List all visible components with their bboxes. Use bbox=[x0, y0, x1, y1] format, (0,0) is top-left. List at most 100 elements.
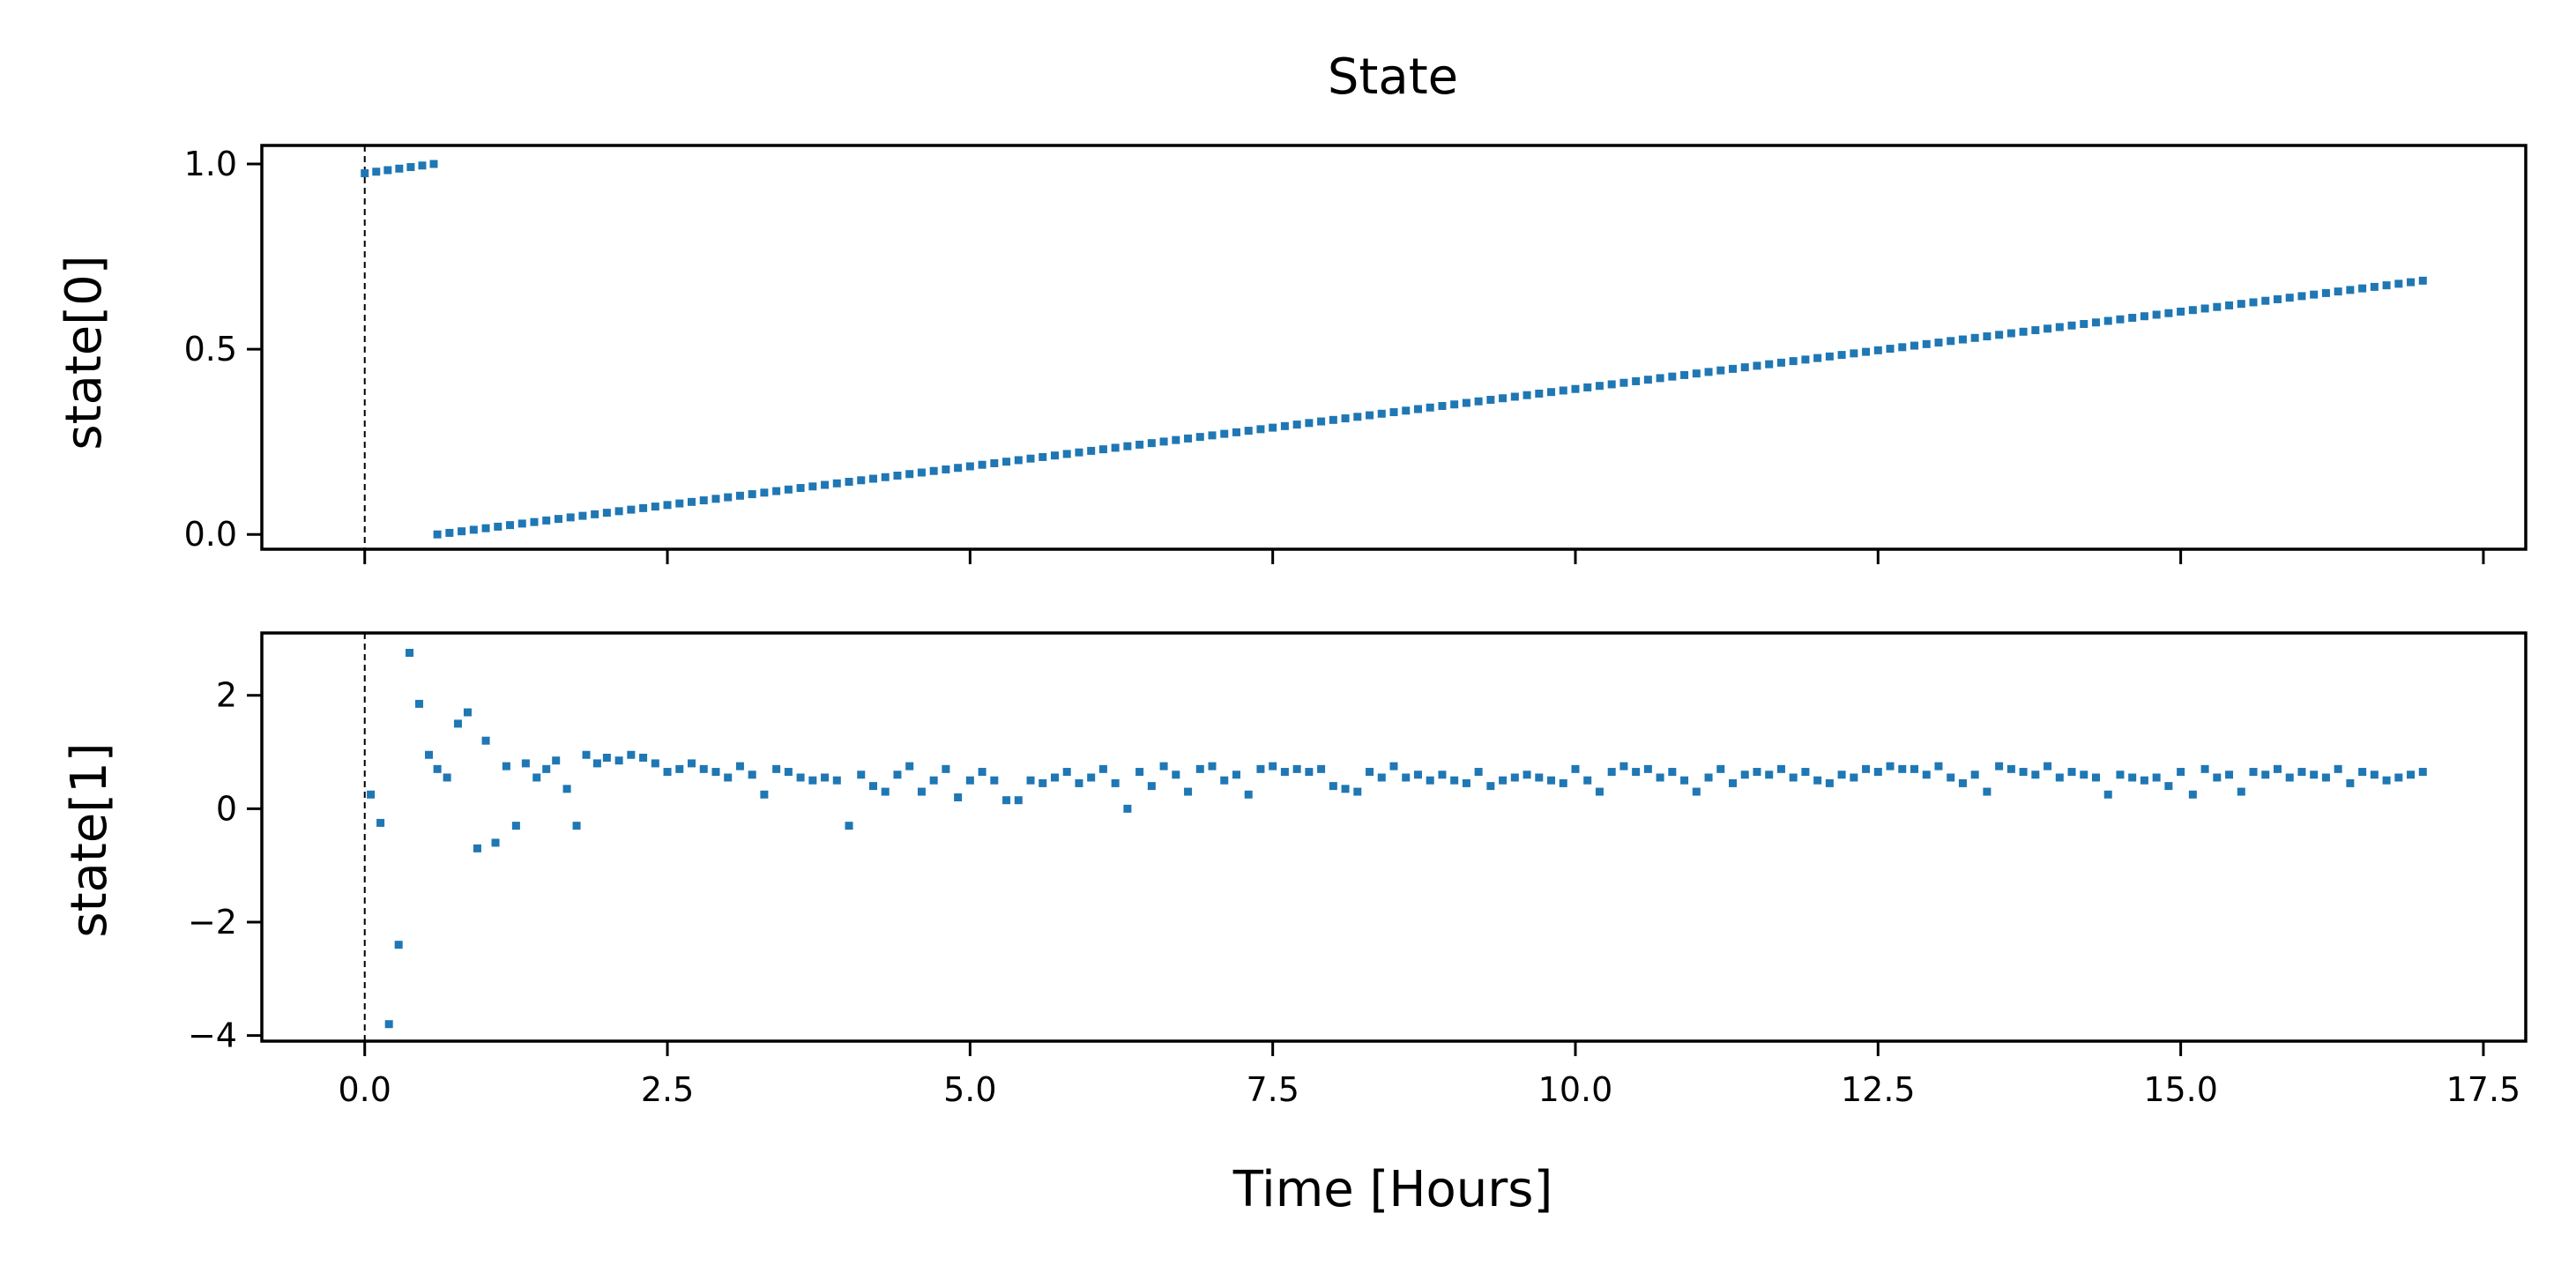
data-point bbox=[1898, 343, 1907, 352]
data-point bbox=[2225, 770, 2234, 779]
data-point bbox=[1510, 392, 1519, 401]
data-point bbox=[1947, 337, 1955, 346]
data-point bbox=[1450, 776, 1459, 785]
data-point bbox=[1256, 425, 1265, 434]
data-point bbox=[614, 756, 623, 765]
data-point bbox=[1147, 782, 1156, 791]
data-point bbox=[582, 750, 591, 759]
data-point bbox=[2091, 773, 2100, 782]
data-point bbox=[1499, 394, 1508, 403]
x-tick-label: 5.0 bbox=[943, 1070, 996, 1109]
data-point bbox=[1559, 386, 1567, 395]
data-point bbox=[942, 465, 950, 473]
x-tick-label: 2.5 bbox=[641, 1070, 694, 1109]
y-tick-label: −4 bbox=[188, 1016, 237, 1055]
data-point bbox=[372, 168, 381, 176]
figure-title: State bbox=[1328, 48, 1458, 106]
data-point bbox=[1619, 762, 1628, 770]
data-point bbox=[1317, 764, 1326, 773]
data-point bbox=[2370, 770, 2379, 779]
data-point bbox=[688, 497, 696, 506]
data-point bbox=[821, 480, 830, 489]
data-point bbox=[772, 764, 781, 773]
data-point bbox=[542, 516, 551, 525]
data-point bbox=[1087, 773, 1096, 782]
data-point bbox=[1776, 764, 1785, 773]
subplot-state0: 0.0 0.5 1.0 state[0] bbox=[56, 144, 2528, 564]
data-point bbox=[433, 530, 442, 539]
data-point bbox=[2321, 773, 2330, 782]
data-point bbox=[415, 699, 424, 708]
data-point bbox=[1776, 358, 1785, 367]
data-point bbox=[760, 790, 769, 799]
data-point bbox=[881, 787, 890, 796]
data-point bbox=[2407, 278, 2416, 287]
data-point bbox=[2067, 321, 2076, 330]
data-point bbox=[1789, 357, 1798, 366]
axes-frame bbox=[260, 144, 2528, 551]
data-point bbox=[1462, 778, 1470, 787]
data-point bbox=[1801, 768, 1810, 777]
data-point bbox=[1341, 414, 1350, 423]
data-point bbox=[2370, 282, 2379, 291]
data-point bbox=[2140, 776, 2148, 785]
data-point bbox=[748, 490, 756, 499]
data-point bbox=[1317, 417, 1326, 426]
data-point bbox=[1692, 787, 1701, 796]
data-point bbox=[1607, 380, 1616, 389]
data-point bbox=[1886, 762, 1895, 770]
data-point bbox=[2273, 764, 2282, 773]
data-point bbox=[1850, 349, 1858, 358]
data-point bbox=[511, 822, 520, 830]
data-point bbox=[481, 524, 490, 532]
data-point bbox=[1656, 773, 1664, 782]
y-tick-label: 0.5 bbox=[184, 330, 237, 368]
data-point bbox=[2200, 764, 2209, 773]
data-point bbox=[893, 770, 902, 779]
data-point bbox=[2031, 770, 2040, 779]
data-point bbox=[881, 473, 890, 481]
data-point bbox=[473, 844, 481, 852]
data-point bbox=[443, 773, 451, 782]
data-point bbox=[1123, 804, 1132, 813]
data-point bbox=[2006, 329, 2015, 338]
data-point bbox=[445, 528, 454, 537]
data-point bbox=[1244, 427, 1253, 436]
data-point bbox=[395, 164, 404, 173]
data-point bbox=[1873, 346, 1882, 354]
data-point bbox=[1813, 776, 1822, 785]
data-point bbox=[1026, 454, 1035, 463]
data-point bbox=[2164, 309, 2173, 317]
data-point bbox=[772, 487, 781, 495]
data-point bbox=[2310, 770, 2319, 779]
data-point bbox=[1195, 433, 1204, 442]
data-point bbox=[494, 522, 503, 531]
data-point bbox=[2297, 768, 2306, 777]
data-point bbox=[2044, 324, 2052, 333]
data-point bbox=[675, 499, 684, 508]
data-point bbox=[990, 776, 999, 785]
data-point bbox=[1922, 339, 1931, 348]
data-point bbox=[2213, 302, 2222, 311]
data-point bbox=[1583, 383, 1592, 391]
data-point bbox=[2225, 301, 2234, 309]
data-point bbox=[1947, 773, 1955, 782]
data-point bbox=[1474, 768, 1483, 777]
data-point bbox=[2188, 306, 2197, 315]
ylabel-state0: state[0] bbox=[56, 255, 113, 450]
data-point bbox=[1184, 434, 1193, 443]
data-point bbox=[929, 776, 938, 785]
data-point bbox=[1970, 770, 1979, 779]
data-point bbox=[2249, 298, 2258, 307]
data-point bbox=[2067, 768, 2076, 777]
data-point bbox=[929, 466, 938, 475]
data-point bbox=[1668, 768, 1677, 777]
data-point bbox=[1716, 764, 1725, 773]
data-point bbox=[1873, 768, 1882, 777]
data-point bbox=[1111, 443, 1120, 452]
data-point bbox=[1087, 446, 1096, 455]
data-point bbox=[1765, 770, 1774, 779]
data-point bbox=[2418, 276, 2427, 285]
data-point bbox=[2055, 323, 2064, 331]
data-point bbox=[1825, 352, 1834, 361]
